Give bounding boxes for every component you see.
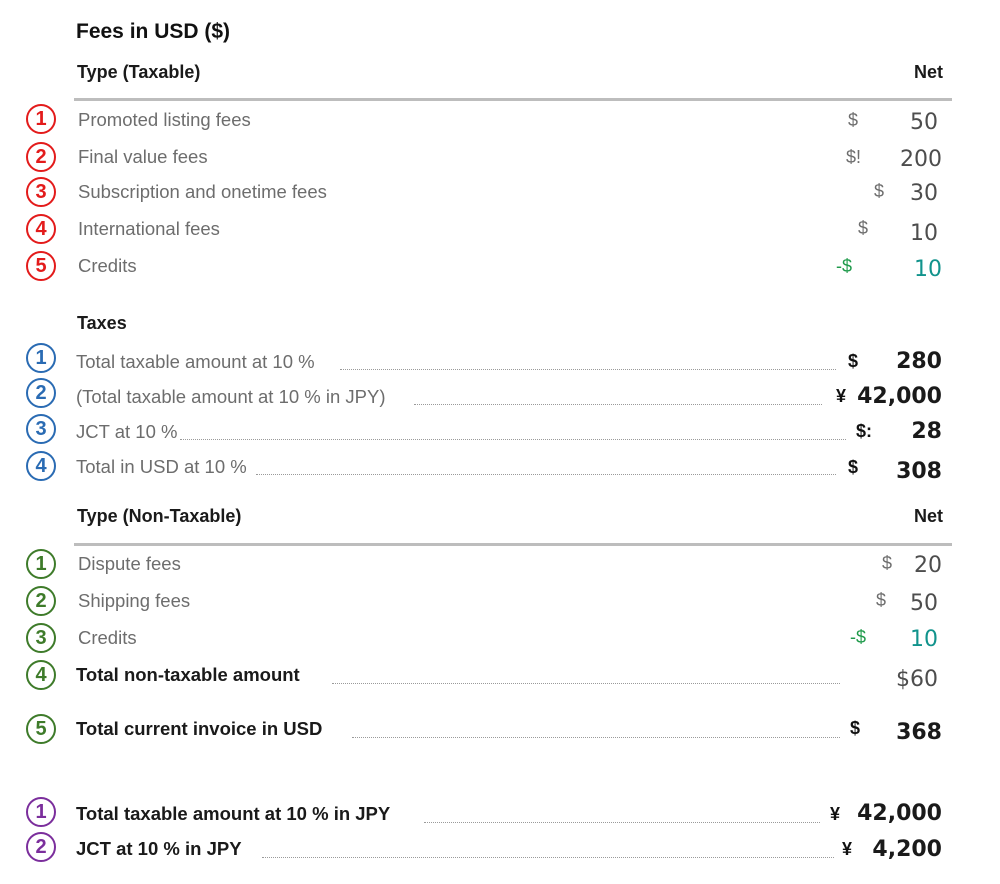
total-non-taxable-label: Total non-taxable amount (76, 664, 300, 685)
fee-amount: 50 (910, 591, 938, 616)
taxable-net-header: Net (914, 62, 944, 82)
non-taxable-divider (74, 543, 952, 546)
non-taxable-type-header: Type (Non-Taxable) (77, 506, 242, 526)
fee-label: Dispute fees (78, 553, 181, 574)
dotted-leader (332, 683, 840, 684)
dotted-leader (180, 439, 846, 440)
number-badge: 3 (26, 414, 56, 444)
number-badge: 2 (26, 586, 56, 616)
currency-symbol: -$ (850, 627, 867, 647)
page-title: Fees in USD ($) (76, 20, 231, 43)
currency-symbol: $ (858, 218, 869, 238)
fee-label: Credits (78, 627, 137, 648)
number-badge: 1 (26, 343, 56, 373)
fee-amount: 10 (910, 221, 938, 246)
taxable-divider (74, 98, 952, 101)
tax-label: JCT at 10 % (76, 421, 178, 442)
dotted-leader (352, 737, 840, 738)
fee-amount: 10 (914, 257, 942, 282)
currency-symbol: ¥ (836, 386, 847, 406)
tax-label: Total taxable amount at 10 % (76, 351, 315, 372)
number-badge: 5 (26, 251, 56, 281)
currency-symbol: ¥ (830, 804, 841, 824)
currency-symbol: $! (846, 147, 862, 167)
fee-label: Promoted listing fees (78, 109, 251, 130)
fee-label: Subscription and onetime fees (78, 181, 327, 202)
total-non-taxable-amount: $60 (896, 667, 938, 692)
tax-amount: 308 (896, 459, 942, 484)
currency-symbol: $ (882, 553, 893, 573)
taxes-header: Taxes (77, 313, 127, 333)
currency-symbol: $ (876, 590, 887, 610)
fee-label: Final value fees (78, 146, 208, 167)
jpy-jct-amount: 4,200 (872, 837, 942, 862)
fee-amount: 20 (914, 553, 942, 578)
tax-amount: 28 (911, 419, 942, 444)
currency-symbol: $ (848, 351, 859, 371)
number-badge: 4 (26, 214, 56, 244)
currency-symbol: -$ (836, 256, 853, 276)
number-badge: 2 (26, 142, 56, 172)
dotted-leader (256, 474, 836, 475)
number-badge: 4 (26, 451, 56, 481)
currency-symbol: $ (874, 181, 885, 201)
number-badge: 4 (26, 660, 56, 690)
tax-amount: 280 (896, 349, 942, 374)
currency-symbol: $ (850, 718, 861, 738)
non-taxable-net-header: Net (914, 506, 944, 526)
dotted-leader (262, 857, 834, 858)
taxable-type-header: Type (Taxable) (77, 62, 201, 82)
currency-symbol: $ (848, 457, 859, 477)
currency-symbol: ¥ (842, 839, 853, 859)
number-badge: 1 (26, 104, 56, 134)
fee-label: Credits (78, 255, 137, 276)
fee-amount: 30 (910, 181, 938, 206)
dotted-leader (340, 369, 836, 370)
total-invoice-label: Total current invoice in USD (76, 718, 323, 739)
jpy-jct-label: JCT at 10 % in JPY (76, 838, 242, 859)
jpy-taxable-label: Total taxable amount at 10 % in JPY (76, 803, 391, 824)
dotted-leader (424, 822, 820, 823)
currency-symbol: $ (848, 110, 859, 130)
number-badge: 1 (26, 549, 56, 579)
number-badge: 2 (26, 378, 56, 408)
number-badge: 3 (26, 623, 56, 653)
fee-label: International fees (78, 218, 220, 239)
fee-label: Shipping fees (78, 590, 191, 611)
number-badge: 5 (26, 714, 56, 744)
tax-label: (Total taxable amount at 10 % in JPY) (76, 386, 386, 407)
fee-amount: 200 (900, 147, 942, 172)
fee-amount: 50 (910, 110, 938, 135)
number-badge: 3 (26, 177, 56, 207)
number-badge: 2 (26, 832, 56, 862)
tax-amount: 42,000 (857, 384, 942, 409)
fee-amount: 10 (910, 627, 938, 652)
jpy-taxable-amount: 42,000 (857, 801, 942, 826)
currency-symbol: $: (856, 421, 873, 441)
dotted-leader (414, 404, 822, 405)
tax-label: Total in USD at 10 % (76, 456, 247, 477)
total-invoice-amount: 368 (896, 720, 942, 745)
number-badge: 1 (26, 797, 56, 827)
